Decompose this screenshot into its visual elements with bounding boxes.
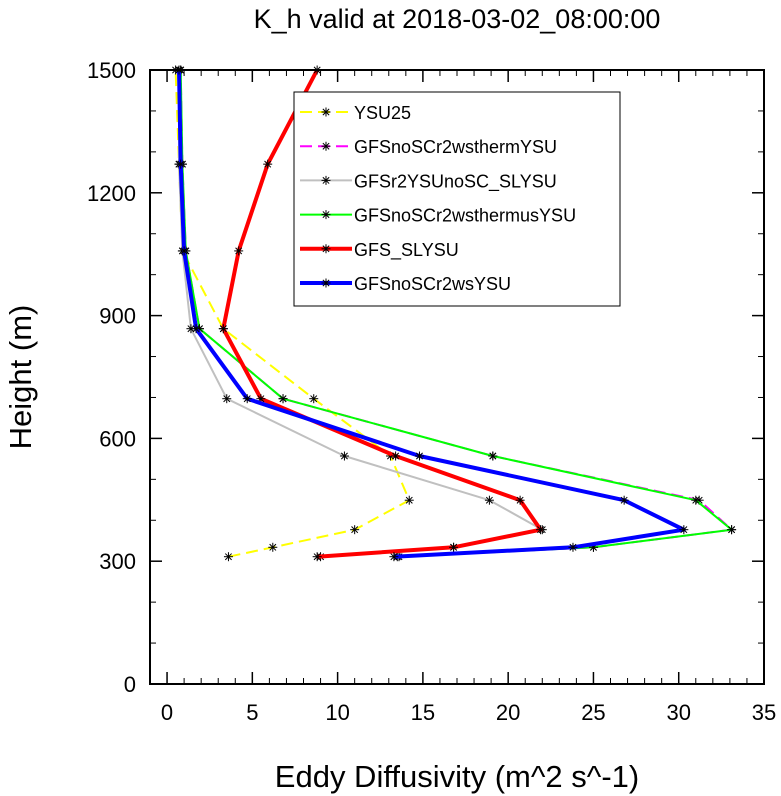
y-tick-label: 0 — [124, 672, 136, 697]
x-tick-label: 5 — [246, 700, 258, 725]
data-point — [350, 525, 360, 535]
data-point — [278, 394, 288, 404]
legend-label: GFSnoSCr2wsthermYSU — [354, 137, 557, 157]
x-tick-label: 35 — [752, 700, 776, 725]
data-point — [312, 552, 322, 562]
data-point — [263, 159, 273, 169]
y-tick-label: 900 — [99, 304, 136, 329]
data-point — [268, 542, 278, 552]
x-tick-label: 30 — [666, 700, 690, 725]
legend-label: GFSnoSCr2wsYSU — [354, 274, 511, 294]
legend-item: YSU25 — [300, 103, 411, 123]
data-point — [515, 495, 525, 505]
legend-marker — [321, 175, 331, 185]
data-point — [679, 525, 689, 535]
data-point — [536, 525, 546, 535]
x-tick-label: 25 — [581, 700, 605, 725]
data-point — [223, 552, 233, 562]
data-point — [691, 495, 701, 505]
x-tick-label: 10 — [325, 700, 349, 725]
series-layer — [171, 65, 737, 562]
legend-marker — [321, 141, 331, 151]
legend-item: GFS_SLYSU — [300, 240, 459, 261]
data-point — [404, 495, 414, 505]
legend-marker — [321, 278, 331, 288]
y-axis-label: Height (m) — [3, 305, 38, 450]
y-tick-label: 600 — [99, 426, 136, 451]
y-tick-label: 1200 — [87, 181, 136, 206]
data-point — [234, 246, 244, 256]
data-point — [391, 451, 401, 461]
axis-ticks: 0 5 10 15 20 25 30 35 0 300 600 900 1200 1500 — [87, 58, 776, 725]
legend-item: GFSnoSCr2wsthermusYSU — [300, 206, 576, 226]
chart-title: K_h valid at 2018-03-02_08:00:00 — [254, 4, 661, 34]
legend-marker — [321, 107, 331, 117]
data-point — [242, 394, 252, 404]
x-tick-label: 15 — [411, 700, 435, 725]
data-point — [389, 552, 399, 562]
y-tick-label: 300 — [99, 549, 136, 574]
x-tick-label: 0 — [161, 700, 173, 725]
legend-label: GFSr2YSUnoSC_SLYSU — [354, 171, 557, 192]
legend-marker — [321, 210, 331, 220]
data-point — [488, 451, 498, 461]
y-tick-label: 1500 — [87, 58, 136, 83]
legend-item: GFSnoSCr2wsthermYSU — [300, 137, 557, 157]
data-point — [568, 542, 578, 552]
legend-item: GFSr2YSUnoSC_SLYSU — [300, 171, 557, 192]
legend-marker — [321, 244, 331, 254]
data-point — [191, 324, 201, 334]
x-tick-label: 20 — [496, 700, 520, 725]
series-line — [177, 69, 686, 559]
data-point — [222, 394, 232, 404]
data-point — [218, 324, 228, 334]
legend-label: GFSnoSCr2wsthermusYSU — [354, 206, 576, 226]
data-point — [727, 525, 737, 535]
data-point — [484, 495, 494, 505]
data-point — [414, 451, 424, 461]
legend-item: GFSnoSCr2wsYSU — [300, 274, 511, 294]
legend-box — [293, 91, 621, 307]
legend-label: YSU25 — [354, 103, 411, 123]
data-point — [619, 495, 629, 505]
data-point — [176, 159, 186, 169]
data-point — [449, 542, 459, 552]
x-axis-label: Eddy Diffusivity (m^2 s^-1) — [275, 759, 639, 794]
data-point — [339, 451, 349, 461]
data-point — [309, 394, 319, 404]
data-point — [179, 246, 189, 256]
legend: YSU25 GFSnoSCr2wsthermYSU GFSr2YSUnoSC_SLY… — [293, 91, 621, 307]
legend-label: GFS_SLYSU — [354, 240, 459, 261]
